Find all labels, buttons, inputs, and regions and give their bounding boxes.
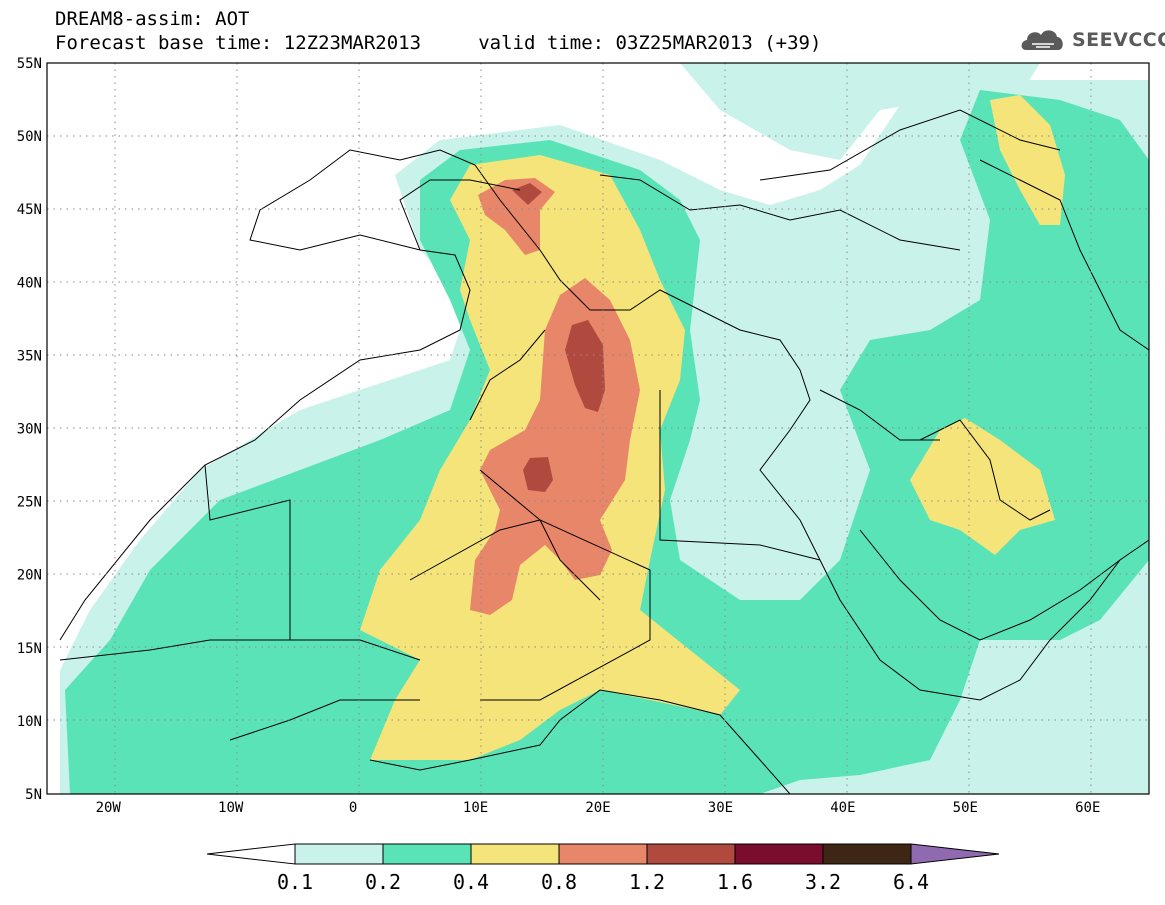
colorbar-low-arrow xyxy=(206,843,296,865)
lon-tick-label: 0 xyxy=(349,800,357,816)
colorbar-label: 3.2 xyxy=(804,870,842,894)
colorbar-label: 0.4 xyxy=(452,870,490,894)
lon-tick-label: 40E xyxy=(830,800,855,816)
colorbar xyxy=(206,843,1000,865)
colorbar-swatch xyxy=(646,843,736,865)
lat-tick-label: 5N xyxy=(25,787,42,803)
colorbar-swatch xyxy=(734,843,824,865)
lon-tick-labels: 20W 10W 0 10E 20E 30E 40E 50E 60E xyxy=(96,800,1101,816)
colorbar-swatch xyxy=(910,843,1000,865)
coastlines xyxy=(59,109,1149,794)
colorbar-swatch xyxy=(382,843,472,865)
lon-tick-label: 60E xyxy=(1075,800,1100,816)
lat-tick-label: 30N xyxy=(17,422,42,438)
colorbar-label: 0.2 xyxy=(364,870,402,894)
lon-tick-label: 10W xyxy=(218,800,244,816)
lon-tick-label: 10E xyxy=(463,800,488,816)
cloud-icon xyxy=(1021,30,1063,50)
lat-tick-label: 40N xyxy=(17,275,42,291)
forecast-time-subtitle: Forecast base time: 12Z23MAR2013 valid t… xyxy=(55,32,822,54)
contour-0.4-caspian xyxy=(990,95,1065,225)
colorbar-label: 1.2 xyxy=(628,870,666,894)
contour-0.4-gulf xyxy=(910,418,1055,555)
colorbar-label: 0.8 xyxy=(540,870,578,894)
colorbar-swatch xyxy=(822,843,912,865)
lat-tick-label: 10N xyxy=(17,714,42,730)
lat-tick-label: 20N xyxy=(17,568,42,584)
lat-tick-label: 50N xyxy=(17,129,42,145)
contour-1.2-alps xyxy=(512,183,542,205)
lat-tick-label: 45N xyxy=(17,202,42,218)
contour-1.2-libya xyxy=(523,457,553,492)
lon-tick-label: 50E xyxy=(953,800,978,816)
colorbar-label: 1.6 xyxy=(716,870,754,894)
lat-tick-label: 15N xyxy=(17,641,42,657)
logo-text: SEEVCCC xyxy=(1072,29,1165,51)
lat-tick-label: 35N xyxy=(17,348,42,364)
map-frame xyxy=(46,62,1150,795)
colorbar-swatch xyxy=(294,843,384,865)
colorbar-label: 6.4 xyxy=(892,870,930,894)
lon-tick-label: 20E xyxy=(585,800,610,816)
colorbar-swatch xyxy=(558,843,648,865)
gridlines xyxy=(47,63,1149,794)
colorbar-swatches xyxy=(294,843,1000,865)
lat-tick-label: 25N xyxy=(17,495,42,511)
chart-title: DREAM8-assim: AOT xyxy=(55,8,250,30)
lat-tick-labels: 55N 50N 45N 40N 35N 30N 25N 20N 15N 10N 5N xyxy=(17,56,42,803)
lon-tick-label: 30E xyxy=(708,800,733,816)
contour-1.2 xyxy=(565,320,605,412)
colorbar-label: 0.1 xyxy=(276,870,314,894)
colorbar-swatch xyxy=(470,843,560,865)
aot-map: 20W 10W 0 10E 20E 30E 40E 50E 60E 55N 50N 45N 40N 35… xyxy=(17,56,1150,816)
lon-tick-label: 20W xyxy=(96,800,122,816)
aot-contours xyxy=(60,63,1149,794)
lat-tick-label: 55N xyxy=(17,56,42,72)
